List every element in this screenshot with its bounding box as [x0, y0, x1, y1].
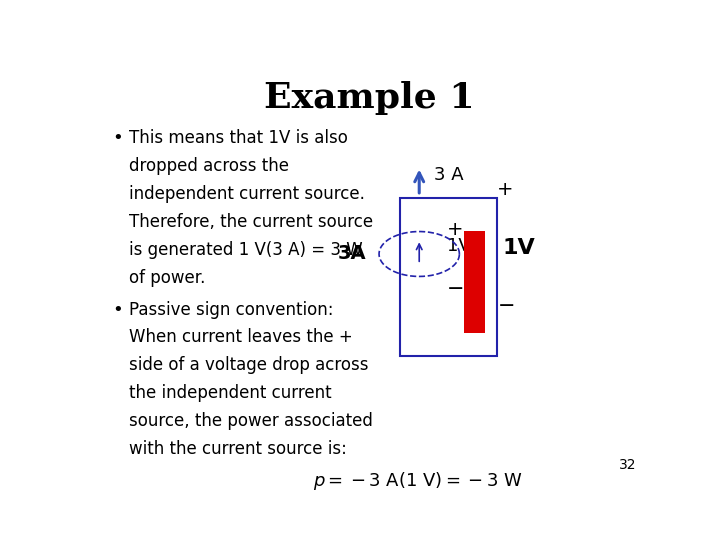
Bar	[464, 231, 485, 333]
Text: This means that 1V is also: This means that 1V is also	[129, 129, 348, 147]
Text: the independent current: the independent current	[129, 384, 332, 402]
Text: 3A: 3A	[338, 245, 366, 264]
Text: side of a voltage drop across: side of a voltage drop across	[129, 356, 369, 374]
Text: Example 1: Example 1	[264, 82, 474, 116]
Text: •: •	[112, 129, 123, 147]
Bar	[400, 198, 498, 356]
Text: Therefore, the current source: Therefore, the current source	[129, 213, 373, 231]
Text: When current leaves the +: When current leaves the +	[129, 328, 353, 347]
Text: Passive sign convention:: Passive sign convention:	[129, 301, 333, 319]
Text: 3 A: 3 A	[434, 166, 464, 184]
Text: −: −	[498, 296, 515, 316]
Text: 1V: 1V	[503, 238, 536, 258]
Text: dropped across the: dropped across the	[129, 157, 289, 175]
Text: independent current source.: independent current source.	[129, 185, 365, 203]
Text: 1V: 1V	[447, 237, 471, 255]
Text: +: +	[447, 220, 464, 239]
Text: with the current source is:: with the current source is:	[129, 440, 347, 458]
Text: +: +	[498, 180, 514, 199]
Text: 32: 32	[619, 458, 637, 472]
Text: source, the power associated: source, the power associated	[129, 412, 373, 430]
Text: of power.: of power.	[129, 268, 205, 287]
Text: •: •	[112, 301, 123, 319]
Text: is generated 1 V(3 A) = 3 W: is generated 1 V(3 A) = 3 W	[129, 241, 363, 259]
Text: $p = -3\ \mathrm{A}(1\ \mathrm{V}) = -3\ \mathrm{W}$: $p = -3\ \mathrm{A}(1\ \mathrm{V}) = -3\…	[313, 470, 523, 492]
Text: −: −	[447, 279, 464, 299]
